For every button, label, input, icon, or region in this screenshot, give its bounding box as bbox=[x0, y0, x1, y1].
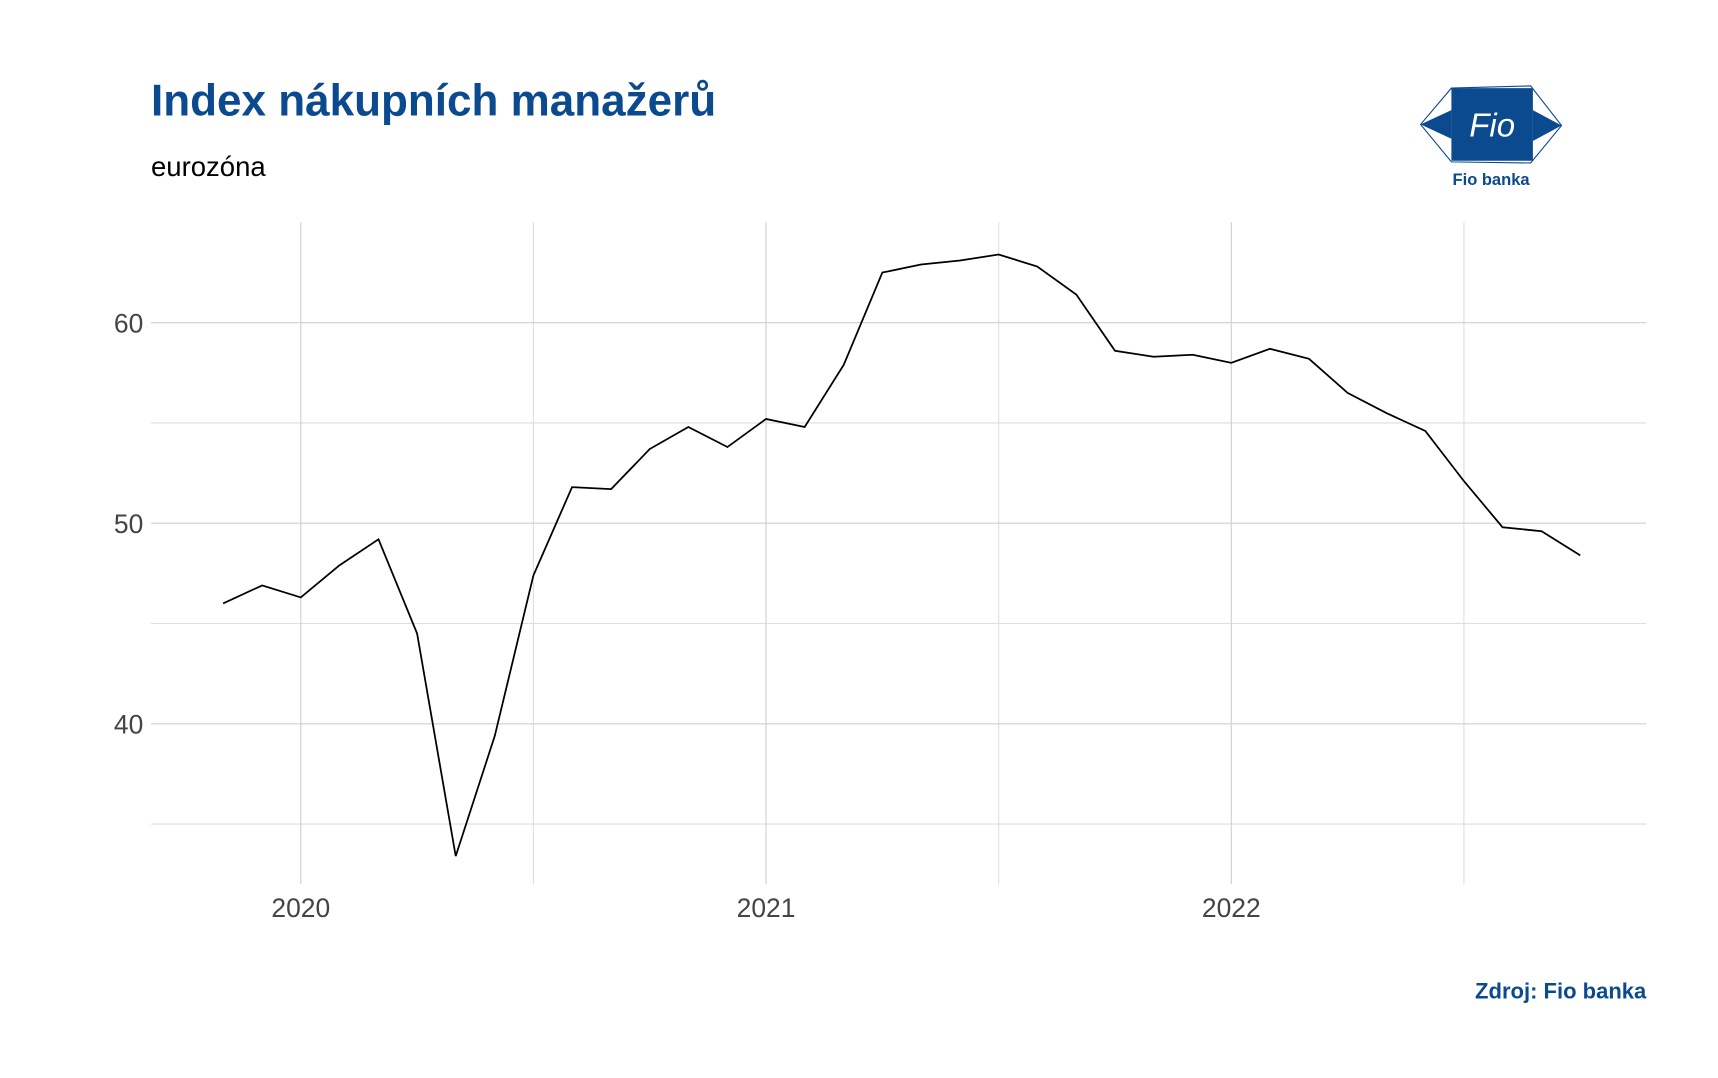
y-tick-label: 50 bbox=[114, 509, 143, 539]
logo-left bbox=[1420, 110, 1452, 139]
chart-subtitle: eurozóna bbox=[151, 151, 266, 182]
x-tick-label: 2022 bbox=[1202, 893, 1261, 923]
logo: Fio Fio banka bbox=[1419, 85, 1563, 189]
y-tick-label: 40 bbox=[114, 710, 143, 740]
y-tick-label: 60 bbox=[114, 309, 143, 339]
logo-box bbox=[1451, 88, 1533, 161]
logo-name: Fio banka bbox=[1453, 171, 1531, 189]
logo-right bbox=[1532, 110, 1562, 141]
x-tick-label: 2021 bbox=[737, 893, 796, 923]
logo-mark: Fio bbox=[1469, 107, 1515, 144]
chart-title: Index nákupních manažerů bbox=[151, 77, 716, 126]
x-tick-label: 2020 bbox=[271, 893, 330, 923]
caption: Zdroj: Fio banka bbox=[1475, 979, 1647, 1004]
data-line bbox=[222, 253, 1581, 857]
